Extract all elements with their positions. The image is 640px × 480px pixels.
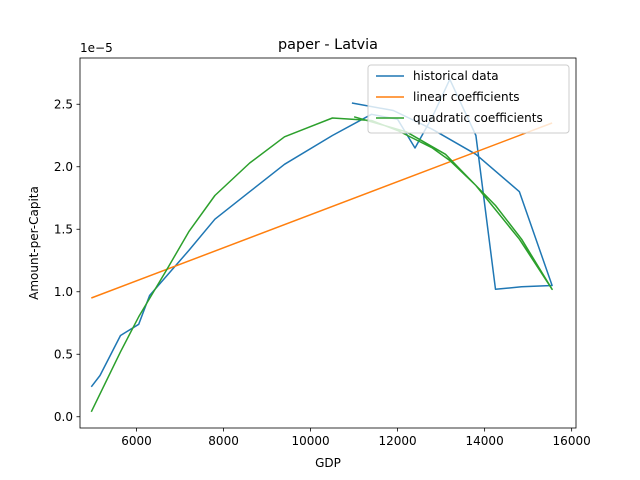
legend: historical data linear coefficients quad… xyxy=(367,64,570,134)
x-tick-label: 16000 xyxy=(553,434,591,448)
series-line-quadratic xyxy=(90,116,553,413)
legend-label-quadratic: quadratic coefficients xyxy=(413,111,543,125)
y-tick-label: 2.0 xyxy=(54,160,73,174)
ticks-layer: 6000 8000 10000 12000 14000 16000 0.0 0.5 1.0 1.5… xyxy=(54,98,591,448)
y-tick-label: 1.0 xyxy=(54,285,73,299)
x-tick-label: 12000 xyxy=(379,434,417,448)
x-tick-label: 14000 xyxy=(466,434,504,448)
legend-label-historical: historical data xyxy=(413,69,499,83)
y-offset-label: 1e−5 xyxy=(80,41,113,55)
legend-box xyxy=(367,64,570,134)
plot-area-frame xyxy=(79,57,577,429)
x-axis-label: GDP xyxy=(315,456,341,470)
x-tick-label: 6000 xyxy=(121,434,152,448)
y-tick-label: 0.0 xyxy=(54,410,73,424)
y-tick-label: 1.5 xyxy=(54,223,73,237)
legend-label-linear: linear coefficients xyxy=(413,90,520,104)
series-layer xyxy=(90,78,553,413)
x-tick-label: 10000 xyxy=(292,434,330,448)
chart-title: paper - Latvia xyxy=(278,37,378,53)
series-line-linear xyxy=(91,122,553,299)
y-tick-label: 2.5 xyxy=(54,98,73,112)
y-tick-label: 0.5 xyxy=(54,348,73,362)
x-tick-label: 8000 xyxy=(208,434,239,448)
y-axis-label: Amount-per-Capita xyxy=(27,186,41,300)
